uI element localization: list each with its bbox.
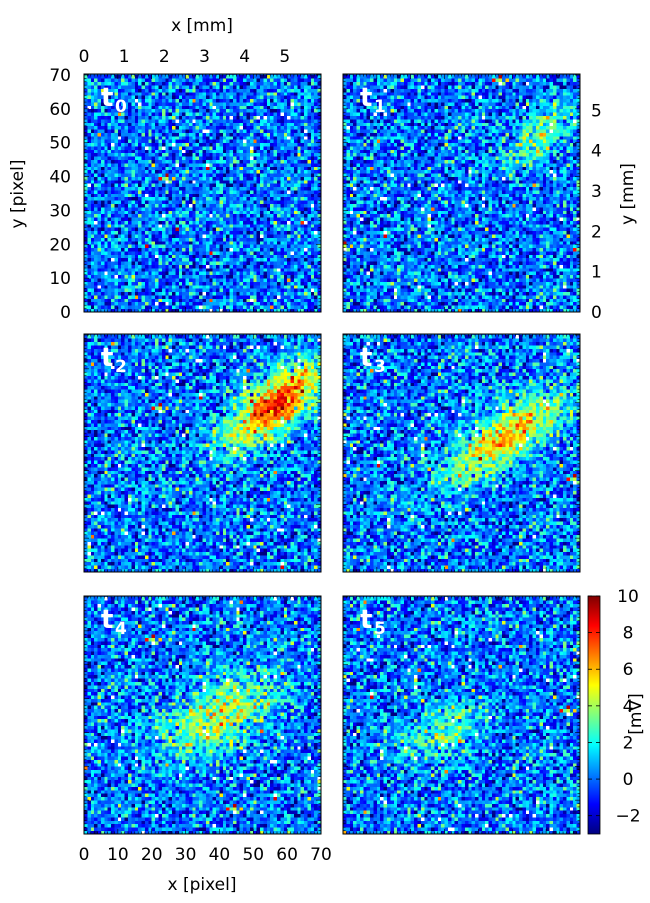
colorbar-tick-label: 6 [623,660,634,680]
colorbar-tick-label: 4 [623,697,634,717]
heatmap-cells [84,75,322,313]
heatmap-cells [343,335,581,573]
colorbar-tick-label: 2 [623,734,634,754]
y-mm-tick-label: 0 [591,303,602,323]
y-mm-tick-labels: 0 1 2 3 4 5 [591,101,602,323]
panel-label: t [360,83,372,113]
y-pixel-tick-label: 70 [49,66,71,86]
x-pixel-tick-labels: 0 10 20 30 40 50 60 70 [79,845,332,865]
panel-tick-marks [83,334,322,573]
colorbar-tick-label: 10 [617,587,639,607]
x-mm-tick-label: 3 [199,47,210,67]
x-pixel-tick-label: 50 [242,845,264,865]
heatmap-cells [84,335,322,573]
y-pixel-tick-label: 30 [49,201,71,221]
panel-label: t [360,343,372,373]
x-pixel-tick-label: 60 [276,845,298,865]
x-mm-tick-labels: 0 1 2 3 4 5 [79,47,291,67]
y-mm-tick-label: 5 [591,101,602,121]
x-mm-axis-label: x [mm] [171,16,233,36]
y-pixel-tick-label: 0 [60,303,71,323]
panel-label-subscript: 2 [115,357,127,377]
y-pixel-tick-label: 10 [49,269,71,289]
x-pixel-tick-label: 30 [175,845,197,865]
panel-label-subscript: 1 [374,97,386,117]
x-mm-tick-label: 5 [279,47,290,67]
x-mm-tick-label: 4 [239,47,250,67]
x-pixel-tick-label: 10 [107,845,129,865]
colorbar-tick-label: 8 [623,624,634,644]
panel-tick-marks [342,74,581,313]
panel-label-subscript: 4 [115,619,127,639]
panel-label-subscript: 5 [374,619,386,639]
y-mm-axis-label: y [mm] [618,163,638,225]
panel-label-subscript: 3 [374,357,386,377]
panel-tick-marks [83,596,322,835]
y-pixel-tick-label: 60 [49,100,71,120]
heatmap-panels: t 0 t 1t 2 t 3t 4 t 5 [83,73,581,835]
colorbar-tick-label: 0 [623,770,634,790]
x-pixel-tick-label: 70 [310,845,332,865]
x-mm-tick-label: 2 [159,47,170,67]
colorbar-label: [mV] [626,693,646,734]
colorbar [587,595,601,835]
panel-label: t [360,605,372,635]
x-mm-tick-label: 0 [79,47,90,67]
heatmap-cells [84,597,322,835]
y-pixel-tick-label: 40 [49,168,71,188]
panel-label: t [101,83,113,113]
panel-tick-marks [342,596,581,835]
panel-label: t [101,605,113,635]
x-mm-tick-label: 1 [119,47,130,67]
y-pixel-axis-label: y [pixel] [8,160,28,229]
y-mm-tick-label: 3 [591,182,602,202]
y-pixel-tick-label: 50 [49,134,71,154]
y-mm-tick-label: 4 [591,142,602,162]
panel-tick-marks [83,74,322,313]
x-pixel-tick-label: 40 [209,845,231,865]
y-pixel-tick-label: 20 [49,235,71,255]
x-pixel-axis-label: x [pixel] [168,875,237,895]
colorbar-tick-label: −2 [615,807,640,827]
panel-label-subscript: 0 [115,97,127,117]
panel-tick-marks [342,334,581,573]
heatmap-cells [343,75,581,313]
x-pixel-tick-label: 20 [141,845,163,865]
x-pixel-tick-label: 0 [79,845,90,865]
heatmap-cells [343,597,581,835]
y-mm-tick-label: 1 [591,263,602,283]
y-mm-tick-label: 2 [591,222,602,242]
y-pixel-tick-labels: 0 10 20 30 40 50 60 70 [49,66,71,323]
colorbar-tick-labels: −2 0 2 4 6 8 10 [588,587,641,827]
panel-label: t [101,343,113,373]
